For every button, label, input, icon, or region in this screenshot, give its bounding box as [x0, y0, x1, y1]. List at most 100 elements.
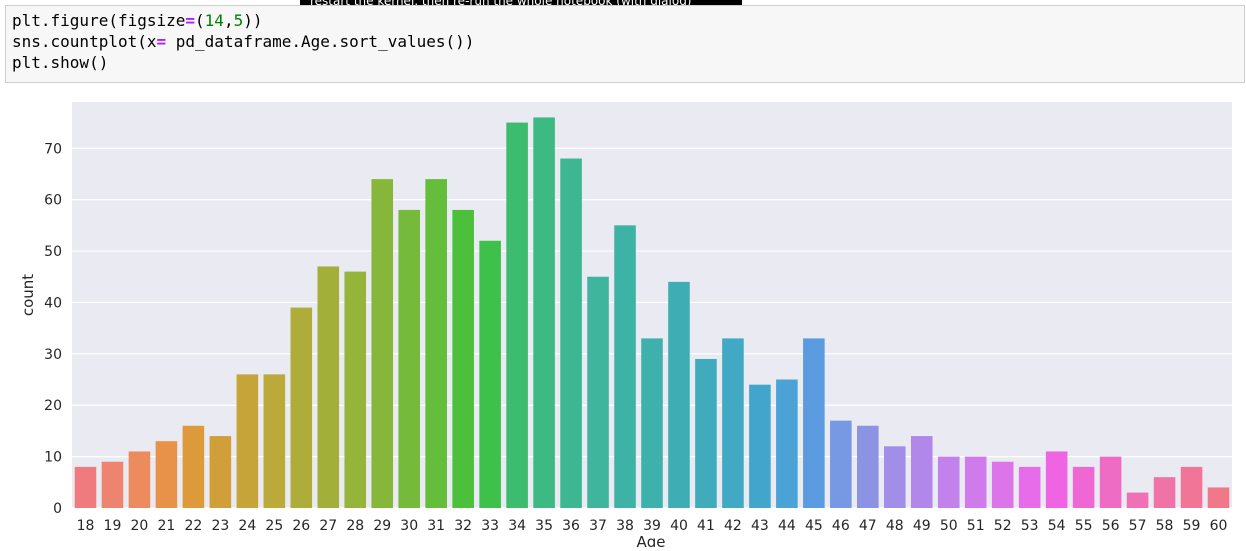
x-tick-label: 54	[1048, 518, 1066, 534]
x-tick-label: 40	[670, 518, 688, 534]
y-axis-label: count	[19, 274, 37, 316]
bar	[371, 179, 394, 508]
bar	[209, 436, 232, 508]
x-tick-label: 37	[589, 518, 607, 534]
bar	[101, 461, 124, 508]
bar	[128, 451, 151, 508]
bar	[74, 466, 97, 508]
y-tick-label: 30	[44, 347, 62, 363]
x-tick-label: 31	[427, 518, 445, 534]
code-editor[interactable]: plt.figure(figsize=(14,5)) sns.countplot(…	[12, 10, 474, 73]
x-tick-label: 48	[886, 518, 904, 534]
x-tick-label: 47	[859, 518, 877, 534]
y-tick-label: 50	[44, 244, 62, 260]
bar	[479, 240, 501, 508]
y-tick-label: 20	[44, 398, 62, 414]
x-tick-label: 29	[373, 518, 391, 534]
code-line-3: plt.show()	[12, 53, 109, 72]
countplot-chart: 0 10 20 30 40 50 60 70 18 19 20 21 22 23 24 25 26 27 28 29…	[19, 102, 1232, 551]
bar	[398, 209, 420, 508]
y-tick-label: 40	[44, 295, 62, 311]
x-tick-label: 57	[1129, 518, 1147, 534]
bar	[884, 446, 906, 508]
bar	[964, 456, 987, 508]
x-tick-label: 43	[751, 518, 769, 534]
x-tick-label: 46	[832, 518, 850, 534]
bar	[1072, 466, 1095, 508]
x-tick-labels: 18 19 20 21 22 23 24 25 26 27 28 29 30 31 32 33 34 35 36 37…	[77, 518, 1228, 534]
code-operator: =	[156, 32, 167, 51]
x-tick-label: 19	[104, 518, 122, 534]
bar	[830, 420, 852, 508]
x-tick-label: 35	[535, 518, 553, 534]
code-number: 5	[233, 11, 244, 30]
bar	[991, 461, 1014, 508]
bar	[290, 307, 313, 508]
x-tick-label: 49	[913, 518, 931, 534]
tooltip-text: restart the kernel, then re-run the whol…	[310, 0, 692, 8]
bar	[857, 425, 879, 508]
x-axis-label: Age	[636, 533, 665, 547]
bar	[776, 379, 798, 508]
x-tick-label: 27	[319, 518, 337, 534]
x-tick-label: 42	[724, 518, 742, 534]
x-tick-label: 51	[967, 518, 985, 534]
bar	[1045, 451, 1068, 508]
x-tick-label: 34	[508, 518, 526, 534]
bar	[560, 158, 582, 508]
x-tick-label: 20	[131, 518, 149, 534]
bar	[668, 281, 690, 508]
bar	[155, 441, 178, 508]
x-tick-label: 60	[1210, 518, 1228, 534]
x-tick-label: 18	[77, 518, 95, 534]
bar	[317, 266, 340, 508]
y-tick-labels: 0 10 20 30 40 50 60 70	[44, 141, 62, 517]
x-tick-label: 58	[1156, 518, 1174, 534]
bar	[910, 436, 933, 508]
code-line-2: sns.countplot(x= pd_dataframe.Age.sort_v…	[12, 31, 474, 52]
x-tick-label: 25	[265, 518, 283, 534]
bar	[425, 179, 447, 508]
code-cell[interactable]: plt.figure(figsize=(14,5)) sns.countplot(…	[5, 5, 1245, 83]
bar	[236, 374, 259, 508]
x-tick-label: 33	[481, 518, 499, 534]
x-tick-label: 59	[1183, 518, 1201, 534]
code-operator: =	[185, 11, 196, 30]
bar	[452, 209, 474, 508]
x-tick-label: 24	[238, 518, 256, 534]
code-line-1: plt.figure(figsize=(14,5))	[12, 10, 474, 31]
x-tick-label: 44	[778, 518, 796, 534]
bar	[344, 271, 367, 508]
y-tick-label: 10	[44, 450, 62, 466]
bar	[937, 456, 960, 508]
x-tick-label: 26	[292, 518, 310, 534]
bar	[614, 225, 636, 508]
y-tick-label: 60	[44, 193, 62, 209]
bar	[749, 384, 771, 508]
x-tick-label: 22	[184, 518, 202, 534]
x-tick-label: 30	[400, 518, 418, 534]
x-tick-label: 45	[805, 518, 823, 534]
x-tick-label: 39	[643, 518, 661, 534]
x-tick-label: 38	[616, 518, 634, 534]
bar	[533, 117, 555, 508]
bar	[1018, 466, 1041, 508]
x-tick-label: 56	[1102, 518, 1120, 534]
code-token: ,	[223, 11, 234, 30]
bar	[1099, 456, 1122, 508]
bar	[506, 122, 528, 509]
bar	[695, 358, 717, 508]
y-tick-label: 0	[53, 501, 62, 517]
x-tick-label: 55	[1075, 518, 1093, 534]
bar	[1207, 487, 1230, 508]
x-tick-label: 36	[562, 518, 580, 534]
code-token: ))	[243, 11, 263, 30]
x-tick-label: 41	[697, 518, 715, 534]
output-area: 0 10 20 30 40 50 60 70 18 19 20 21 22 23 24 25 26 27 28 29…	[0, 88, 1246, 551]
bar	[641, 338, 663, 508]
x-tick-label: 52	[994, 518, 1012, 534]
code-token: plt.figure(figsize	[12, 11, 186, 30]
x-tick-label: 23	[211, 518, 229, 534]
bar	[722, 338, 744, 508]
bars	[74, 117, 1230, 509]
